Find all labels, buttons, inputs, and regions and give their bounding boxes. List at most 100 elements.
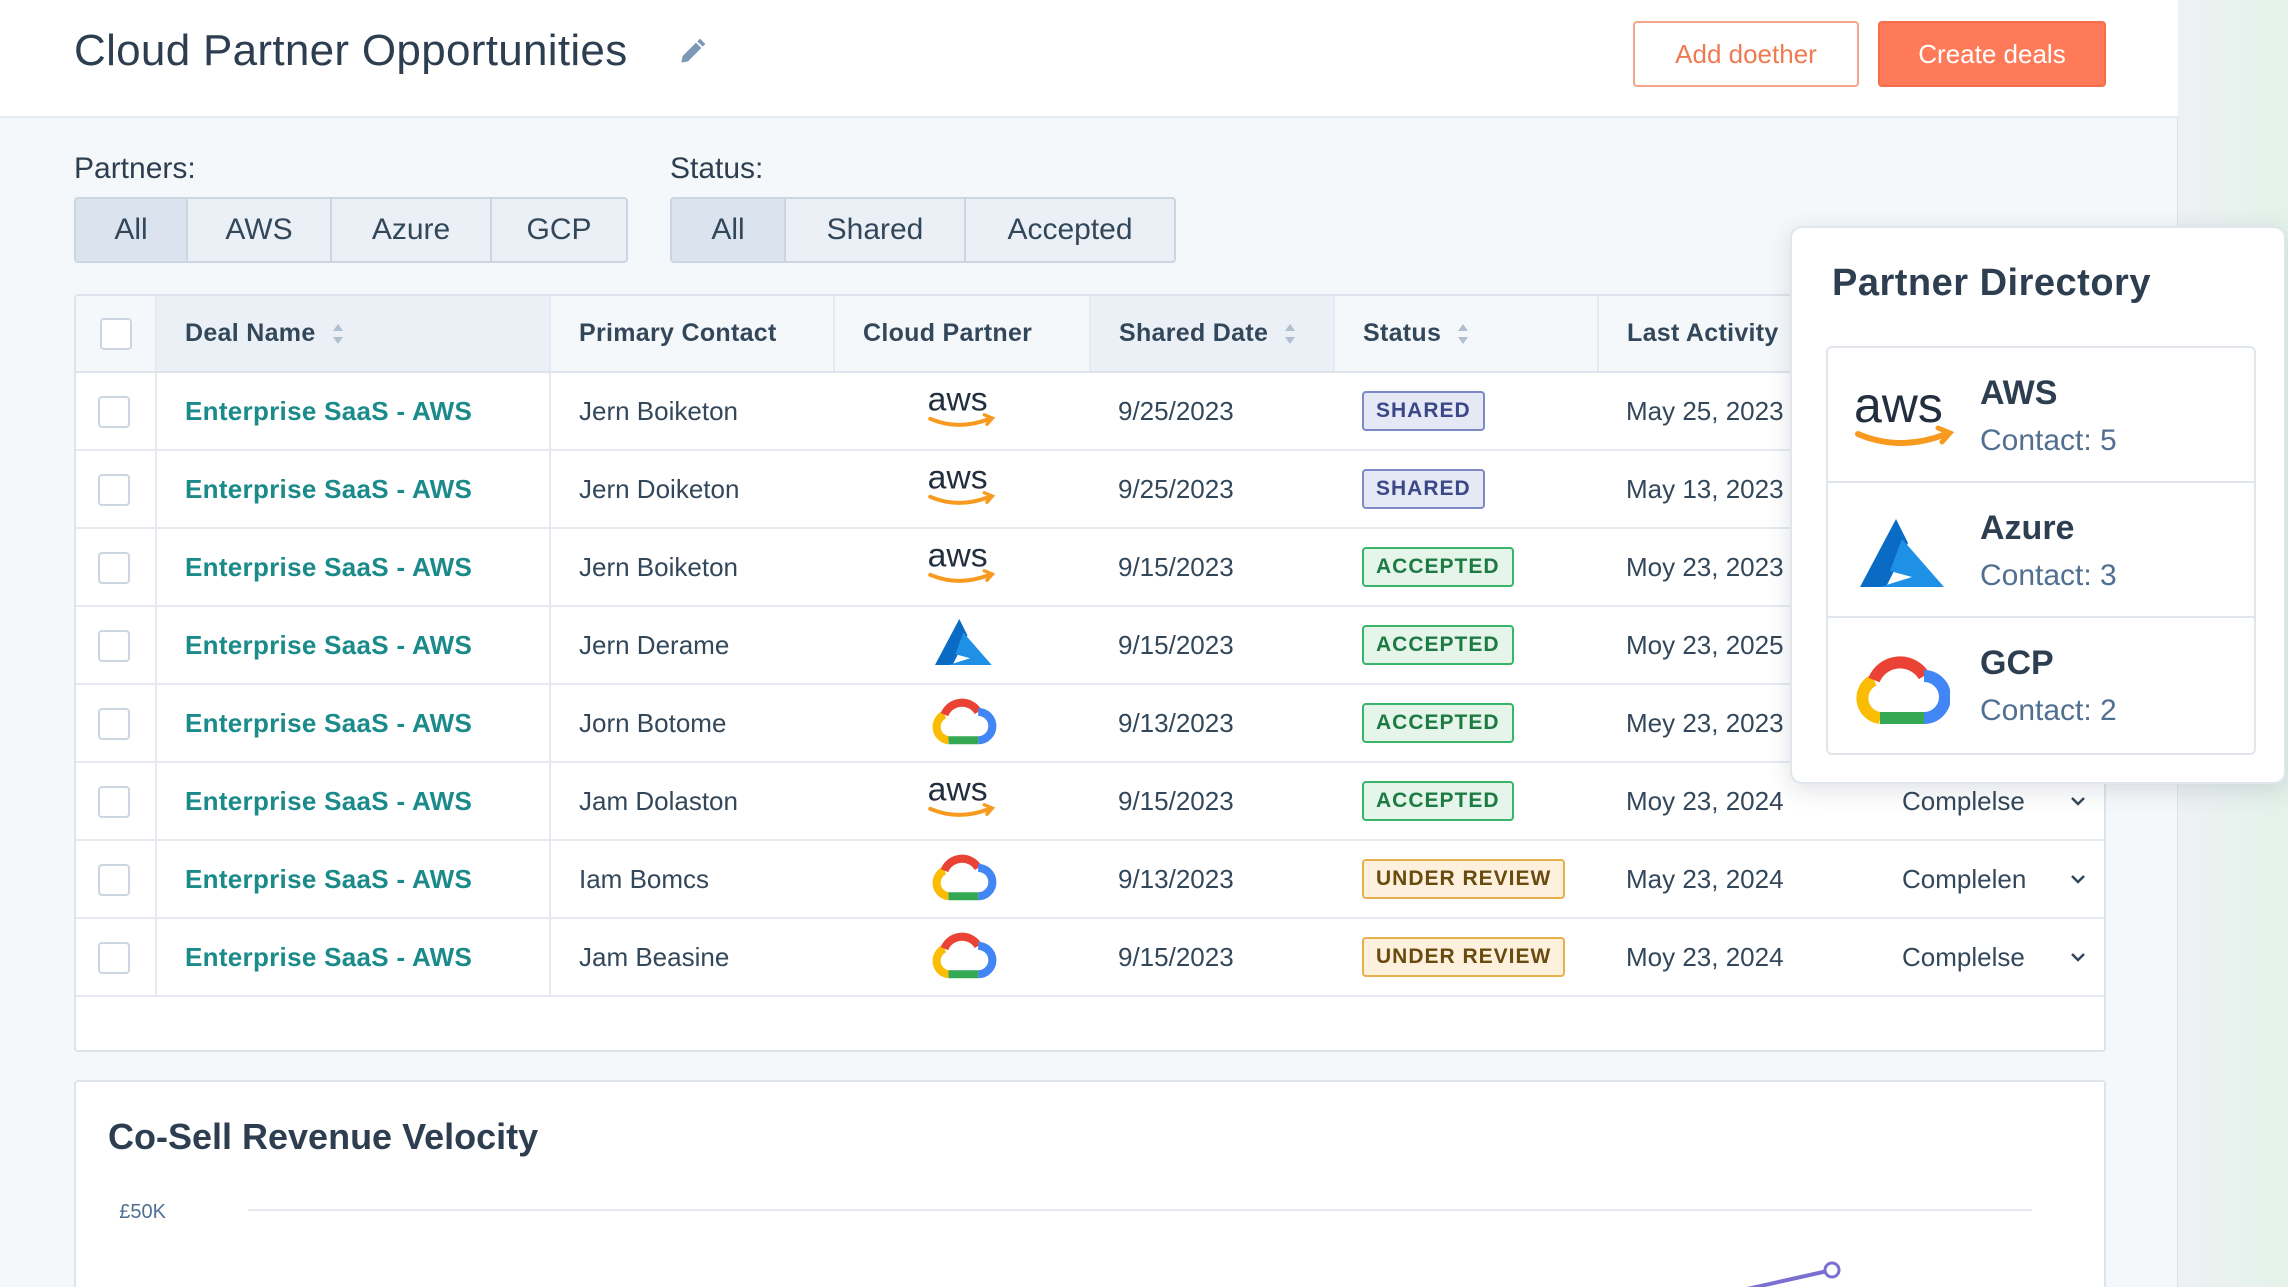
- status-badge: ACCEPTED: [1362, 547, 1514, 587]
- stage-dropdown[interactable]: Complelen: [1902, 864, 2104, 895]
- pencil-edit-icon[interactable]: [676, 36, 708, 68]
- row-checkbox[interactable]: [98, 629, 130, 662]
- row-select-cell: [76, 372, 157, 451]
- aws-logo-icon: aws: [928, 536, 996, 583]
- primary-contact-cell: Jern Derame: [550, 606, 834, 685]
- partner-filter-gcp[interactable]: GCP: [526, 213, 592, 246]
- chevron-down-icon: [2071, 875, 2085, 884]
- deal-name-link[interactable]: Enterprise SaaS - AWS: [185, 863, 473, 894]
- last-activity-cell: May 23, 2024: [1598, 840, 1874, 919]
- deal-name-cell: Enterprise SaaS - AWS: [156, 450, 551, 529]
- y-tick-label: £50K: [119, 1201, 166, 1223]
- status-badge: ACCEPTED: [1362, 781, 1514, 821]
- deal-name-link[interactable]: Enterprise SaaS - AWS: [185, 629, 473, 660]
- partner-name: AWS: [1980, 374, 2058, 412]
- status-filter-all[interactable]: All: [672, 199, 786, 261]
- cloud-partner-header-label: Cloud Partner: [863, 319, 1033, 347]
- partner-directory-item-gcp[interactable]: GCP Contact: 2: [1828, 618, 2254, 753]
- table-row[interactable]: Enterprise SaaS - AWS Jern Boiketon aws 9/2…: [76, 372, 2104, 451]
- deals-table: Deal Name Primary Contact Cloud Partner …: [76, 296, 2104, 1048]
- partner-filter-all[interactable]: All: [76, 199, 188, 261]
- shared-date-cell: 9/15/2023: [1090, 528, 1334, 607]
- status-badge: UNDER REVIEW: [1362, 937, 1566, 977]
- row-checkbox[interactable]: [98, 785, 130, 818]
- aws-logo-icon: aws: [928, 458, 996, 505]
- svg-text:aws: aws: [928, 381, 988, 419]
- stage-dropdown[interactable]: Complelse: [1902, 942, 2104, 973]
- deal-name-cell: Enterprise SaaS - AWS: [156, 528, 551, 607]
- partner-filter-aws[interactable]: AWS: [188, 199, 332, 261]
- series-line: [1747, 1268, 1833, 1287]
- deals-table-card: Deal Name Primary Contact Cloud Partner …: [74, 294, 2106, 1052]
- shared-date-cell: 9/25/2023: [1090, 450, 1334, 529]
- row-checkbox[interactable]: [98, 473, 130, 506]
- partners-filter-label: Partners:: [74, 152, 196, 185]
- deal-name-link[interactable]: Enterprise SaaS - AWS: [185, 785, 473, 816]
- partner-filter-azure[interactable]: Azure: [332, 199, 492, 261]
- shared-date-header-label: Shared Date: [1119, 319, 1269, 347]
- deal-name-link[interactable]: Enterprise SaaS - AWS: [185, 395, 473, 426]
- status-filter-shared[interactable]: Shared: [786, 199, 966, 261]
- partner-directory-list: aws AWS Contact: 5 Azure Contact: 3 GCP: [1826, 346, 2256, 755]
- status-filter-accepted[interactable]: Accepted: [1007, 213, 1133, 246]
- partner-directory-item-azure[interactable]: Azure Contact: 3: [1828, 483, 2254, 618]
- shared-date-cell: 9/15/2023: [1090, 918, 1334, 997]
- partners-filter-group: All AWS Azure GCP: [74, 197, 628, 263]
- deal-name-cell: Enterprise SaaS - AWS: [156, 606, 551, 685]
- column-header-primary-contact[interactable]: Primary Contact: [550, 296, 835, 373]
- column-header-shared-date[interactable]: Shared Date: [1090, 296, 1335, 373]
- row-checkbox[interactable]: [98, 707, 130, 740]
- column-header-cloud-partner[interactable]: Cloud Partner: [834, 296, 1091, 373]
- row-checkbox[interactable]: [98, 863, 130, 896]
- deal-name-link[interactable]: Enterprise SaaS - AWS: [185, 707, 473, 738]
- status-cell: ACCEPTED: [1334, 606, 1598, 685]
- row-checkbox[interactable]: [98, 941, 130, 974]
- stage-value: Complelse: [1902, 785, 2025, 816]
- stage-dropdown[interactable]: Complelse: [1902, 785, 2104, 817]
- add-doether-button[interactable]: Add doether: [1633, 21, 1859, 87]
- table-row[interactable]: Enterprise SaaS - AWS Jern Doiketon aws 9/2…: [76, 450, 2104, 529]
- partner-contact-count: Contact: 3: [1980, 559, 2117, 592]
- row-select-cell: [76, 684, 157, 763]
- status-cell: UNDER REVIEW: [1334, 918, 1598, 997]
- status-badge: ACCEPTED: [1362, 703, 1514, 743]
- sort-icon: [332, 324, 343, 345]
- gcp-logo-icon: [932, 698, 997, 744]
- svg-text:aws: aws: [928, 459, 988, 497]
- status-cell: UNDER REVIEW: [1334, 840, 1598, 919]
- data-point[interactable]: [1823, 1261, 1841, 1279]
- row-select-cell: [76, 762, 157, 841]
- shared-date-cell: 9/13/2023: [1090, 840, 1334, 919]
- create-deals-button[interactable]: Create deals: [1878, 21, 2106, 87]
- status-cell: ACCEPTED: [1334, 528, 1598, 607]
- table-row[interactable]: Enterprise SaaS - AWS Jam Dolaston aws 9/15…: [76, 762, 2104, 841]
- partner-directory-item-aws[interactable]: aws AWS Contact: 5: [1828, 348, 2254, 483]
- status-badge: SHARED: [1362, 391, 1485, 431]
- partner-contact-count: Contact: 5: [1980, 424, 2117, 457]
- last-activity-header-label: Last Activity: [1627, 319, 1779, 347]
- partner-contact-count: Contact: 2: [1980, 694, 2117, 727]
- deal-name-cell: Enterprise SaaS - AWS: [156, 372, 551, 451]
- select-all-checkbox[interactable]: [100, 317, 132, 350]
- gcp-logo-icon: [932, 854, 997, 900]
- row-checkbox[interactable]: [98, 551, 130, 584]
- azure-logo-icon: [1860, 519, 1944, 587]
- deal-name-link[interactable]: Enterprise SaaS - AWS: [185, 551, 473, 582]
- deal-name-link[interactable]: Enterprise SaaS - AWS: [185, 473, 473, 504]
- primary-contact-cell: Jam Beasine: [550, 918, 834, 997]
- deal-name-link[interactable]: Enterprise SaaS - AWS: [185, 941, 473, 972]
- column-header-deal-name[interactable]: Deal Name: [156, 296, 551, 373]
- table-row[interactable]: Enterprise SaaS - AWS Iam Bomcs 9/13/2023 U…: [76, 840, 2104, 919]
- sort-icon: [1458, 324, 1469, 345]
- row-select-cell: [76, 606, 157, 685]
- row-checkbox[interactable]: [98, 395, 130, 428]
- status-cell: ACCEPTED: [1334, 762, 1598, 841]
- svg-text:aws: aws: [928, 771, 988, 809]
- deal-name-cell: Enterprise SaaS - AWS: [156, 684, 551, 763]
- column-header-status[interactable]: Status: [1334, 296, 1599, 373]
- status-filter-group: All Shared Accepted: [670, 197, 1176, 263]
- deal-name-cell: Enterprise SaaS - AWS: [156, 918, 551, 997]
- table-row[interactable]: Enterprise SaaS - AWS Jam Beasine 9/15/202…: [76, 918, 2104, 997]
- status-badge: ACCEPTED: [1362, 625, 1514, 665]
- cloud-partner-cell: aws: [834, 450, 1090, 529]
